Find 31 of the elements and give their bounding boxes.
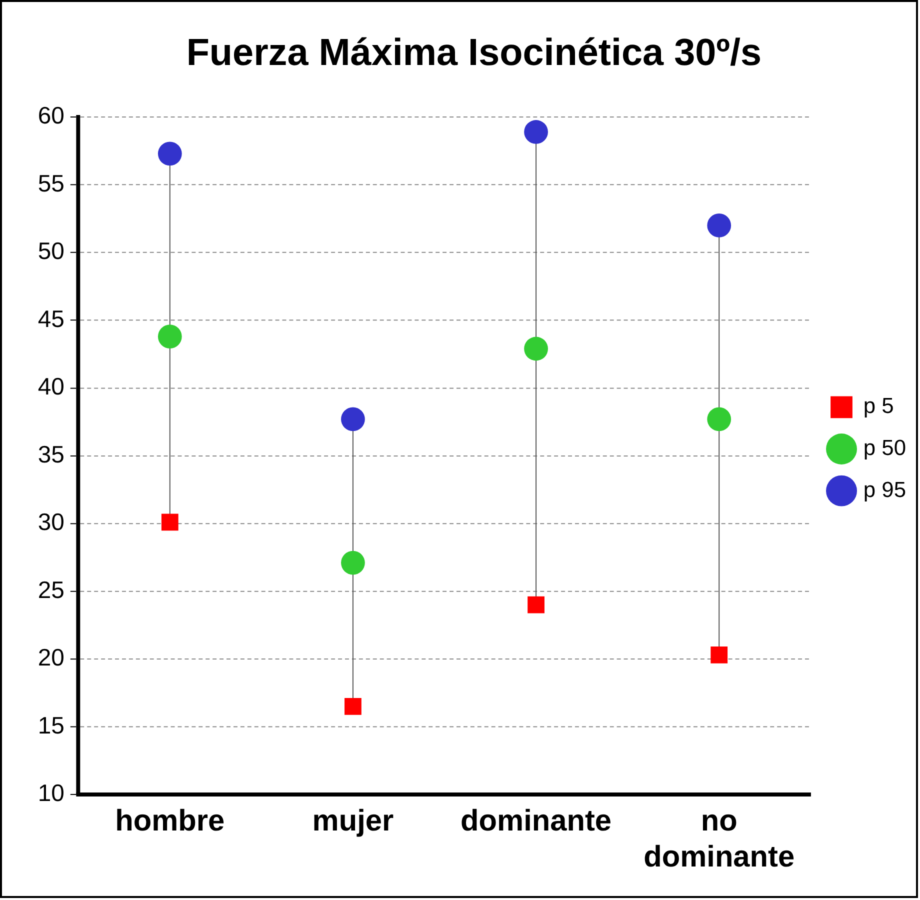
chart-title: Fuerza Máxima Isocinética 30º/s: [186, 32, 762, 74]
legend-label: p 50: [863, 435, 906, 460]
x-tick-label: dominante: [460, 804, 612, 838]
x-tick-label: no dominante: [644, 804, 795, 874]
point: [341, 550, 365, 575]
y-tick-label: 30: [38, 509, 64, 536]
y-tick-label: 45: [38, 306, 64, 333]
y-tick-label: 15: [38, 712, 64, 740]
legend-label: p 5: [863, 393, 894, 418]
y-tick-label: 25: [38, 576, 64, 604]
point: [158, 142, 182, 166]
x-tick-label: hombre: [115, 804, 225, 838]
y-tick-label: 40: [38, 374, 64, 401]
point: [707, 407, 732, 432]
legend-label: p 95: [863, 476, 906, 502]
point: [341, 407, 365, 432]
point: [524, 120, 548, 144]
point: [344, 698, 362, 715]
y-tick-label: 20: [38, 644, 64, 672]
point: [158, 324, 182, 348]
y-tick-label: 55: [38, 170, 64, 198]
y-tick-label: 35: [38, 441, 64, 468]
y-tick-label: 60: [38, 102, 64, 130]
y-tick-label: 10: [38, 780, 64, 808]
point: [528, 596, 544, 614]
y-tick-label: 50: [38, 238, 64, 266]
point: [524, 336, 548, 361]
x-tick-label: mujer: [312, 804, 394, 838]
point: [161, 514, 178, 531]
point: [707, 214, 732, 238]
point: [710, 646, 728, 664]
